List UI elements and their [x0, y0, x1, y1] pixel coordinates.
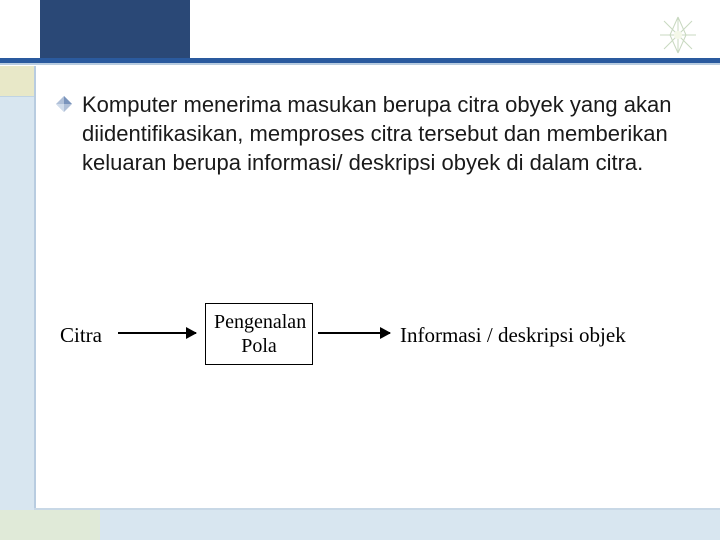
content-area: Komputer menerima masukan berupa citra o… — [56, 90, 676, 177]
left-rail — [0, 66, 34, 540]
footer-block-green — [0, 510, 100, 540]
left-rail-segment-olive — [0, 66, 34, 96]
left-rail-segment-blue — [0, 96, 34, 536]
bullet-text: Komputer menerima masukan berupa citra o… — [82, 90, 676, 177]
diamond-bullet-icon — [56, 96, 72, 112]
diagram-node-output: Informasi / deskripsi objek — [400, 323, 626, 348]
diagram-node-process-label: PengenalanPola — [214, 311, 306, 357]
header-underline-light — [0, 63, 720, 65]
left-divider — [34, 66, 36, 540]
flow-diagram: Citra PengenalanPola Informasi / deskrip… — [60, 285, 660, 395]
header-band — [0, 0, 720, 68]
diagram-arrow-1 — [118, 332, 196, 334]
bullet-item: Komputer menerima masukan berupa citra o… — [56, 90, 676, 177]
diagram-node-process: PengenalanPola — [205, 303, 313, 365]
diagram-arrow-2 — [318, 332, 390, 334]
footer-block-blue — [100, 510, 720, 540]
header-accent-block — [40, 0, 190, 58]
starburst-icon — [658, 15, 698, 55]
diagram-node-input: Citra — [60, 323, 102, 348]
